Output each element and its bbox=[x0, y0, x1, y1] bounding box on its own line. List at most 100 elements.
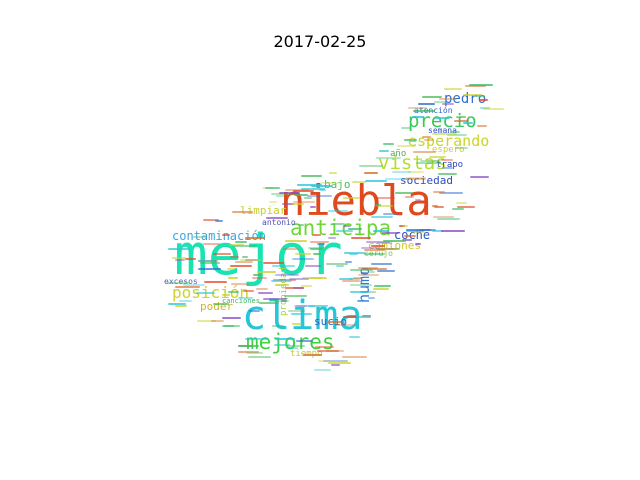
word-poder: poder bbox=[200, 300, 234, 313]
small-word-speck bbox=[404, 235, 417, 238]
small-word-speck bbox=[349, 278, 361, 281]
small-word-speck bbox=[172, 257, 187, 260]
small-word-speck bbox=[226, 268, 235, 271]
small-word-speck bbox=[283, 248, 300, 251]
small-word-speck bbox=[240, 258, 263, 261]
small-word-speck bbox=[303, 196, 312, 199]
small-word-speck bbox=[230, 283, 249, 286]
small-word-speck bbox=[431, 132, 457, 135]
small-word-speck bbox=[361, 247, 380, 250]
small-word-speck bbox=[367, 297, 375, 300]
small-word-speck bbox=[447, 134, 468, 137]
small-word-speck bbox=[385, 177, 409, 180]
small-word-speck bbox=[411, 115, 424, 118]
small-word-speck bbox=[414, 243, 421, 246]
small-word-speck bbox=[185, 258, 197, 261]
small-word-speck bbox=[417, 102, 435, 105]
small-word-speck bbox=[304, 265, 321, 268]
small-word-speck bbox=[459, 115, 467, 118]
word-trapo: trapo bbox=[436, 160, 464, 170]
small-word-speck bbox=[292, 189, 314, 192]
small-word-speck bbox=[441, 158, 454, 161]
small-word-speck bbox=[278, 191, 300, 194]
small-word-speck bbox=[327, 320, 342, 323]
small-word-speck bbox=[377, 197, 396, 200]
small-word-speck bbox=[198, 268, 222, 271]
small-word-speck bbox=[252, 273, 262, 276]
small-word-speck bbox=[310, 240, 330, 243]
small-word-speck bbox=[343, 197, 361, 200]
small-word-speck bbox=[406, 176, 427, 179]
small-word-speck bbox=[441, 229, 466, 232]
small-word-speck bbox=[370, 263, 392, 266]
small-word-speck bbox=[343, 316, 358, 319]
small-word-speck bbox=[302, 354, 322, 357]
small-word-speck bbox=[353, 277, 364, 280]
small-word-speck bbox=[232, 245, 256, 248]
small-word-speck bbox=[436, 218, 460, 221]
small-word-speck bbox=[457, 206, 476, 209]
small-word-speck bbox=[229, 264, 252, 267]
small-word-speck bbox=[319, 188, 327, 191]
small-word-speck bbox=[434, 206, 445, 209]
small-word-speck bbox=[174, 304, 187, 307]
small-word-speck bbox=[376, 156, 402, 159]
small-word-speck bbox=[270, 193, 292, 196]
small-word-speck bbox=[224, 324, 241, 327]
small-word-speck bbox=[402, 239, 413, 242]
small-word-speck bbox=[175, 286, 201, 289]
small-word-speck bbox=[368, 271, 375, 274]
word-tiempo: tiempo bbox=[290, 350, 323, 359]
small-word-speck bbox=[212, 253, 231, 256]
small-word-speck bbox=[342, 356, 368, 359]
small-word-speck bbox=[222, 317, 242, 320]
small-word-speck bbox=[365, 240, 390, 243]
small-word-speck bbox=[327, 209, 348, 212]
small-word-speck bbox=[405, 196, 415, 199]
small-word-speck bbox=[363, 248, 385, 251]
small-word-speck bbox=[412, 151, 436, 154]
small-word-speck bbox=[238, 344, 260, 347]
small-word-speck bbox=[270, 279, 292, 282]
small-word-speck bbox=[367, 290, 377, 293]
small-word-speck bbox=[381, 231, 399, 234]
small-word-speck bbox=[433, 215, 455, 218]
small-word-speck bbox=[449, 130, 460, 133]
small-word-speck bbox=[210, 319, 224, 322]
small-word-speck bbox=[309, 205, 316, 208]
small-word-speck bbox=[274, 299, 290, 302]
small-word-speck bbox=[323, 360, 349, 363]
small-word-speck bbox=[301, 174, 323, 177]
small-word-speck bbox=[296, 183, 322, 186]
small-word-speck bbox=[197, 260, 215, 263]
small-word-speck bbox=[335, 265, 344, 268]
small-word-speck bbox=[403, 178, 427, 181]
small-word-speck bbox=[439, 98, 458, 101]
small-word-speck bbox=[362, 314, 372, 317]
small-word-speck bbox=[439, 192, 464, 195]
small-word-speck bbox=[376, 269, 395, 272]
small-word-speck bbox=[359, 164, 384, 167]
small-word-speck bbox=[437, 172, 457, 175]
small-word-speck bbox=[298, 224, 305, 227]
word-vistas: vistas bbox=[378, 152, 447, 174]
small-word-speck bbox=[167, 248, 190, 251]
small-word-speck bbox=[335, 324, 356, 327]
small-word-speck bbox=[175, 258, 186, 261]
small-word-speck bbox=[307, 305, 328, 308]
small-word-speck bbox=[465, 84, 487, 87]
small-word-speck bbox=[242, 289, 254, 292]
small-word-speck bbox=[357, 266, 378, 269]
small-word-speck bbox=[309, 276, 328, 279]
small-word-speck bbox=[361, 272, 368, 275]
small-word-speck bbox=[364, 171, 379, 174]
small-word-speck bbox=[245, 351, 263, 354]
small-word-speck bbox=[336, 229, 354, 232]
small-word-speck bbox=[295, 339, 313, 342]
small-word-speck bbox=[295, 253, 312, 256]
small-word-speck bbox=[313, 252, 322, 255]
small-word-speck bbox=[308, 246, 327, 249]
small-word-speck bbox=[292, 203, 305, 206]
small-word-speck bbox=[441, 103, 454, 106]
small-word-speck bbox=[314, 345, 334, 348]
